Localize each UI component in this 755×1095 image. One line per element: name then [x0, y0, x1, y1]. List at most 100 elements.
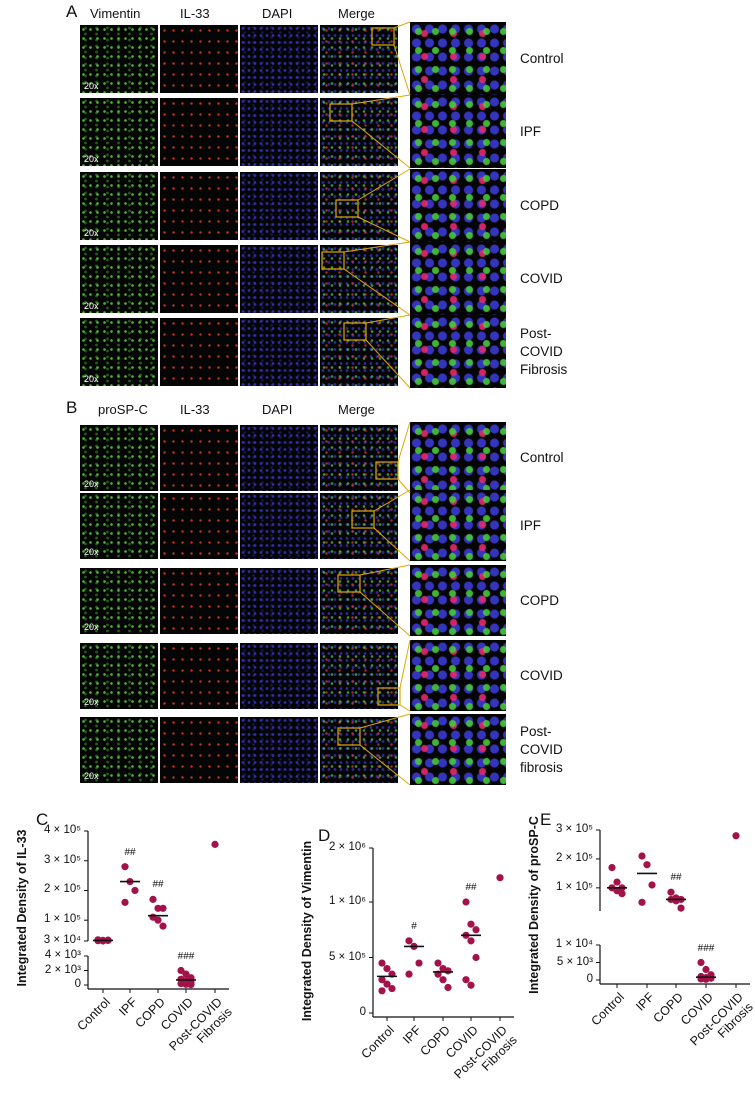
- micrograph: [80, 493, 158, 559]
- magnification: 20x: [84, 479, 99, 489]
- micrograph: [80, 568, 158, 634]
- data-point: [608, 884, 616, 892]
- data-point: [149, 895, 157, 903]
- micrograph: [80, 245, 158, 313]
- y-tick-label: 2 × 10⁵: [555, 851, 593, 864]
- data-point: [182, 977, 190, 985]
- data-point: [702, 973, 710, 982]
- data-point: [472, 953, 480, 962]
- column-header: proSP-C: [98, 402, 148, 417]
- y-tick-label: 1 × 10⁵: [555, 880, 593, 893]
- data-point: [672, 894, 680, 902]
- data-point: [672, 897, 680, 905]
- zoom-micrograph: [410, 169, 506, 242]
- significance-mark: ##: [465, 882, 477, 893]
- micrograph: [320, 98, 398, 166]
- micrograph: [240, 643, 318, 709]
- data-point: [99, 937, 107, 945]
- zoom-micrograph: [410, 422, 506, 493]
- micrograph: [240, 245, 318, 313]
- data-point: [434, 959, 442, 967]
- data-point: [467, 981, 475, 989]
- significance-mark: ##: [152, 879, 164, 891]
- zoom-micrograph: [410, 242, 506, 315]
- panel-label: E: [540, 810, 552, 829]
- data-point: [187, 978, 195, 986]
- data-point: [154, 916, 162, 924]
- micrograph: [240, 172, 318, 240]
- data-point: [104, 936, 112, 944]
- data-point: [608, 864, 616, 872]
- zoom-line: [399, 639, 411, 689]
- data-point: [104, 936, 112, 945]
- data-point: [462, 931, 470, 939]
- data-point: [388, 970, 396, 978]
- data-point: [187, 974, 195, 982]
- data-point: [707, 974, 715, 982]
- row-label: COPD: [520, 593, 560, 608]
- micrograph: [240, 425, 318, 491]
- micrograph: [160, 25, 238, 93]
- micrograph: [320, 172, 398, 240]
- data-point: [613, 878, 621, 886]
- micrograph: [320, 25, 398, 93]
- data-point: [677, 895, 685, 904]
- data-point: [697, 972, 705, 981]
- significance-mark: ##: [670, 872, 682, 884]
- row-label: IPF: [520, 518, 542, 533]
- data-point: [159, 904, 167, 912]
- data-point: [121, 863, 129, 871]
- magnification: 20x: [84, 622, 99, 632]
- data-point: [383, 980, 391, 988]
- column-header: IL-33: [180, 6, 210, 21]
- panel-label: B: [66, 398, 78, 417]
- data-point: [707, 971, 715, 979]
- micrograph: [240, 493, 318, 559]
- panel-label: A: [66, 2, 78, 21]
- data-point: [94, 937, 102, 945]
- data-point: [462, 898, 470, 906]
- zoom-micrograph: [410, 95, 506, 168]
- data-point: [378, 987, 386, 995]
- micrograph: [240, 25, 318, 93]
- data-point: [648, 881, 656, 889]
- micrograph: [160, 643, 238, 709]
- data-point: [410, 942, 418, 951]
- zoom-line: [399, 704, 411, 712]
- panel-label: D: [318, 826, 331, 845]
- data-point: [638, 852, 646, 860]
- data-point: [702, 965, 710, 974]
- x-tick-label: Post-COVID Fibrosis: [687, 990, 755, 1049]
- row-label: COVID: [520, 668, 563, 683]
- zoom-micrograph: [410, 315, 506, 388]
- micrograph: [320, 318, 398, 386]
- zoom-micrograph: [410, 22, 506, 95]
- micrograph: [320, 493, 398, 559]
- column-header: DAPI: [262, 402, 293, 417]
- data-point: [177, 979, 185, 988]
- magnification: 20x: [84, 697, 99, 707]
- data-point: [702, 975, 710, 983]
- micrograph: [160, 425, 238, 491]
- data-point: [434, 970, 442, 978]
- data-point: [94, 936, 102, 944]
- data-point: [618, 884, 626, 892]
- row-label: COPD: [520, 198, 560, 213]
- y-tick-label: 4 × 10⁵: [43, 824, 81, 836]
- data-point: [467, 920, 475, 928]
- micrograph: [240, 717, 318, 783]
- data-point: [462, 976, 470, 984]
- data-point: [99, 936, 107, 945]
- significance-mark: ###: [177, 950, 195, 962]
- zoom-micrograph: [410, 640, 506, 711]
- data-point: [405, 970, 413, 978]
- y-tick-label: 5 × 10⁵: [328, 950, 366, 963]
- row-label: Post-COVID Fibrosis: [520, 326, 568, 377]
- significance-mark: ##: [124, 846, 136, 858]
- data-point: [405, 937, 413, 945]
- data-point: [667, 888, 675, 896]
- micrograph: [240, 318, 318, 386]
- micrograph: [320, 568, 398, 634]
- row-label: Post-COVID fibrosis: [520, 724, 563, 775]
